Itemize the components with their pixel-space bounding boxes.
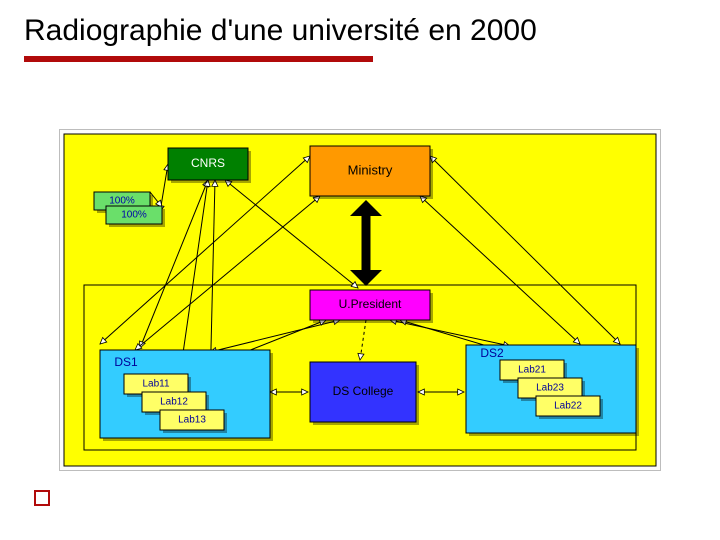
svg-text:Lab11: Lab11 xyxy=(142,379,170,390)
svg-text:U.President: U.President xyxy=(339,297,402,311)
svg-text:Lab12: Lab12 xyxy=(160,397,188,408)
svg-text:DS1: DS1 xyxy=(114,355,138,369)
svg-text:CNRS: CNRS xyxy=(191,156,225,170)
svg-text:100%: 100% xyxy=(121,210,147,221)
svg-text:DS College: DS College xyxy=(333,384,394,398)
svg-text:Lab21: Lab21 xyxy=(518,365,546,376)
svg-text:Ministry: Ministry xyxy=(348,162,393,177)
svg-text:Lab23: Lab23 xyxy=(536,383,564,394)
svg-text:100%: 100% xyxy=(109,196,135,207)
slide-footer-icon xyxy=(34,490,50,506)
svg-text:Lab22: Lab22 xyxy=(554,401,582,412)
diagram-canvas: DS1 DS2 DS College U.President Ministry CNRS 1… xyxy=(60,130,660,470)
slide-title: Radiographie d'une université en 2000 xyxy=(24,12,696,50)
diagram-svg: DS1 DS2 DS College U.President Ministry CNRS 1… xyxy=(60,130,660,470)
svg-text:Lab13: Lab13 xyxy=(178,415,206,426)
title-rule xyxy=(24,56,373,62)
svg-text:DS2: DS2 xyxy=(480,346,504,360)
